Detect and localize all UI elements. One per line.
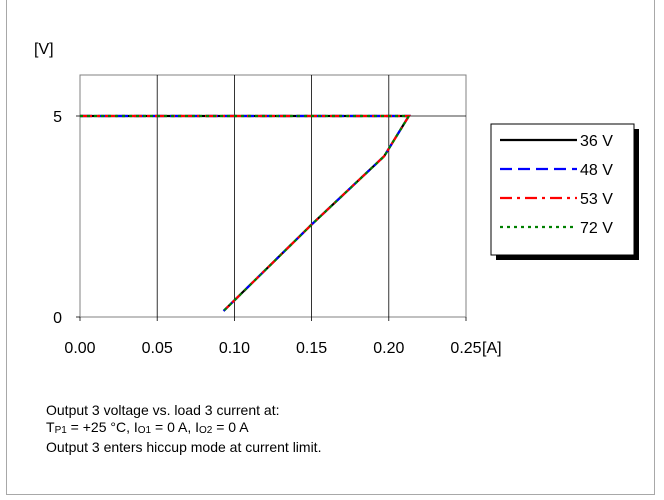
caption-io1-sub: O1 bbox=[137, 425, 152, 436]
caption-part-b: = 0 A, I bbox=[151, 419, 199, 435]
legend-label-1: 48 V bbox=[580, 162, 613, 179]
caption: Output 3 voltage vs. load 3 current at: … bbox=[46, 402, 321, 456]
plot-area bbox=[79, 74, 467, 318]
y-tick-label-0: 0 bbox=[53, 310, 62, 327]
caption-tp: T bbox=[46, 419, 55, 435]
x-tick-label-4: 0.20 bbox=[373, 340, 404, 357]
caption-tp-sub: P1 bbox=[54, 425, 67, 436]
x-tick-label-2: 0.10 bbox=[219, 340, 250, 357]
chart: 0.00 0.05 0.10 0.15 0.20 0.25 0 5 [V] [A] 36 V 4… bbox=[34, 41, 639, 357]
x-tick-label-0: 0.00 bbox=[64, 340, 95, 357]
y-tick-label-1: 5 bbox=[53, 109, 62, 126]
legend-label-2: 53 V bbox=[580, 191, 613, 208]
y-unit-label: [V] bbox=[34, 41, 54, 58]
legend-label-0: 36 V bbox=[580, 133, 613, 150]
x-unit-label: [A] bbox=[482, 340, 502, 357]
caption-part-a: = +25 °C, I bbox=[66, 419, 138, 435]
legend-box bbox=[490, 123, 635, 256]
legend-label-3: 72 V bbox=[580, 220, 613, 237]
x-tick-label-5: 0.25 bbox=[450, 340, 481, 357]
legend: 36 V 48 V 53 V 72 V bbox=[490, 123, 639, 260]
series-line-72-v bbox=[80, 114, 411, 312]
figure-frame bbox=[6, 0, 655, 495]
caption-line-2: TP1 = +25 °C, IO1 = 0 A, IO2 = 0 A bbox=[46, 419, 321, 439]
x-tick-label-1: 0.05 bbox=[142, 340, 173, 357]
caption-line-3: Output 3 enters hiccup mode at current l… bbox=[46, 439, 322, 455]
caption-io2-sub: O2 bbox=[199, 425, 213, 436]
caption-line-1: Output 3 voltage vs. load 3 current at: bbox=[46, 402, 280, 418]
x-tick-label-3: 0.15 bbox=[296, 340, 327, 357]
caption-part-c: = 0 A bbox=[212, 419, 249, 435]
